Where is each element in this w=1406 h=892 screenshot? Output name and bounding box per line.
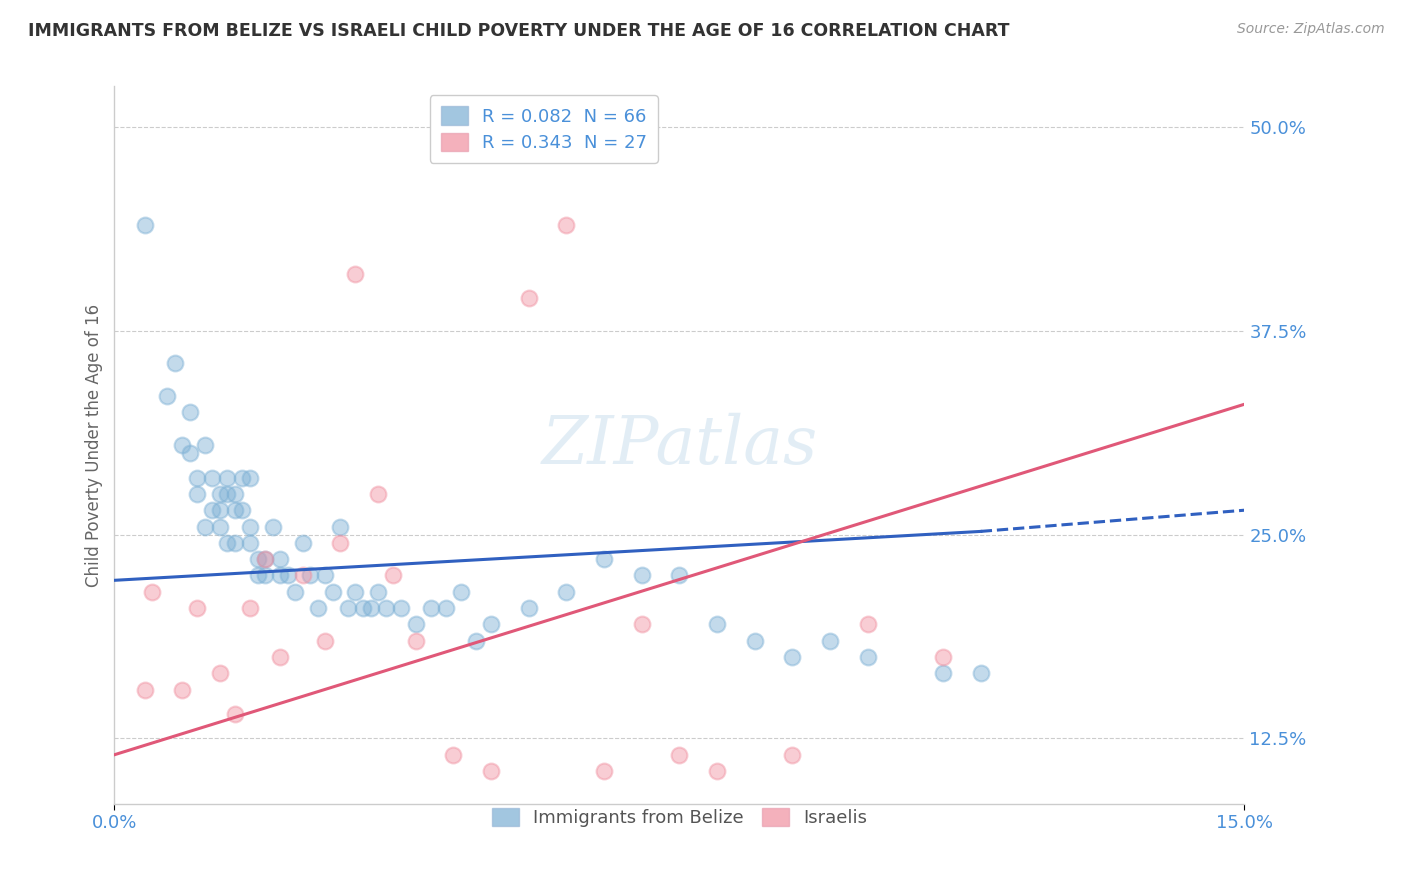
Point <box>194 519 217 533</box>
Point <box>186 470 208 484</box>
Legend: Immigrants from Belize, Israelis: Immigrants from Belize, Israelis <box>484 800 875 834</box>
Point <box>630 568 652 582</box>
Point <box>217 536 239 550</box>
Point <box>186 487 208 501</box>
Point <box>217 470 239 484</box>
Point <box>970 666 993 681</box>
Text: ZIPatlas: ZIPatlas <box>541 412 817 477</box>
Point <box>239 519 262 533</box>
Point <box>224 706 246 721</box>
Point <box>360 601 382 615</box>
Point <box>299 568 322 582</box>
Point <box>246 568 269 582</box>
Point <box>555 584 578 599</box>
Point <box>668 568 690 582</box>
Point <box>706 617 728 632</box>
Point <box>208 666 231 681</box>
Point <box>239 536 262 550</box>
Point <box>291 568 314 582</box>
Point <box>593 552 616 566</box>
Point <box>208 487 231 501</box>
Point <box>329 519 352 533</box>
Point <box>269 649 291 664</box>
Point <box>224 487 246 501</box>
Point <box>172 682 194 697</box>
Point <box>479 617 502 632</box>
Point <box>307 601 329 615</box>
Text: Source: ZipAtlas.com: Source: ZipAtlas.com <box>1237 22 1385 37</box>
Point <box>262 519 284 533</box>
Point <box>344 267 367 281</box>
Point <box>434 601 457 615</box>
Point <box>314 568 336 582</box>
Point <box>208 503 231 517</box>
Point <box>254 568 277 582</box>
Point <box>134 218 156 232</box>
Point <box>254 552 277 566</box>
Point <box>389 601 412 615</box>
Point <box>630 617 652 632</box>
Point <box>322 584 344 599</box>
Point <box>382 568 405 582</box>
Point <box>465 633 488 648</box>
Point <box>555 218 578 232</box>
Point <box>172 438 194 452</box>
Point <box>201 503 224 517</box>
Point <box>134 682 156 697</box>
Point <box>782 649 804 664</box>
Point <box>277 568 299 582</box>
Point <box>419 601 441 615</box>
Point <box>441 747 464 762</box>
Point <box>593 764 616 778</box>
Point <box>336 601 359 615</box>
Point <box>367 487 389 501</box>
Point <box>374 601 396 615</box>
Point <box>239 470 262 484</box>
Point <box>201 470 224 484</box>
Point <box>329 536 352 550</box>
Point <box>367 584 389 599</box>
Point <box>208 519 231 533</box>
Point <box>856 617 879 632</box>
Point <box>668 747 690 762</box>
Point <box>179 405 201 419</box>
Point <box>224 503 246 517</box>
Point <box>231 470 253 484</box>
Point <box>405 633 427 648</box>
Point <box>782 747 804 762</box>
Point <box>224 536 246 550</box>
Point <box>156 389 179 403</box>
Point <box>479 764 502 778</box>
Point <box>284 584 307 599</box>
Point <box>856 649 879 664</box>
Point <box>517 601 540 615</box>
Point <box>194 438 217 452</box>
Point <box>405 617 427 632</box>
Point <box>269 568 291 582</box>
Point <box>186 601 208 615</box>
Point <box>450 584 472 599</box>
Point <box>254 552 277 566</box>
Point <box>818 633 841 648</box>
Point <box>269 552 291 566</box>
Point <box>179 446 201 460</box>
Point <box>231 503 253 517</box>
Point <box>239 601 262 615</box>
Point <box>706 764 728 778</box>
Point <box>932 666 955 681</box>
Point <box>217 487 239 501</box>
Text: IMMIGRANTS FROM BELIZE VS ISRAELI CHILD POVERTY UNDER THE AGE OF 16 CORRELATION : IMMIGRANTS FROM BELIZE VS ISRAELI CHILD … <box>28 22 1010 40</box>
Point <box>932 649 955 664</box>
Point <box>163 357 186 371</box>
Point <box>744 633 766 648</box>
Point <box>517 291 540 305</box>
Y-axis label: Child Poverty Under the Age of 16: Child Poverty Under the Age of 16 <box>86 303 103 587</box>
Point <box>344 584 367 599</box>
Point <box>246 552 269 566</box>
Point <box>141 584 163 599</box>
Point <box>352 601 374 615</box>
Point <box>291 536 314 550</box>
Point <box>314 633 336 648</box>
